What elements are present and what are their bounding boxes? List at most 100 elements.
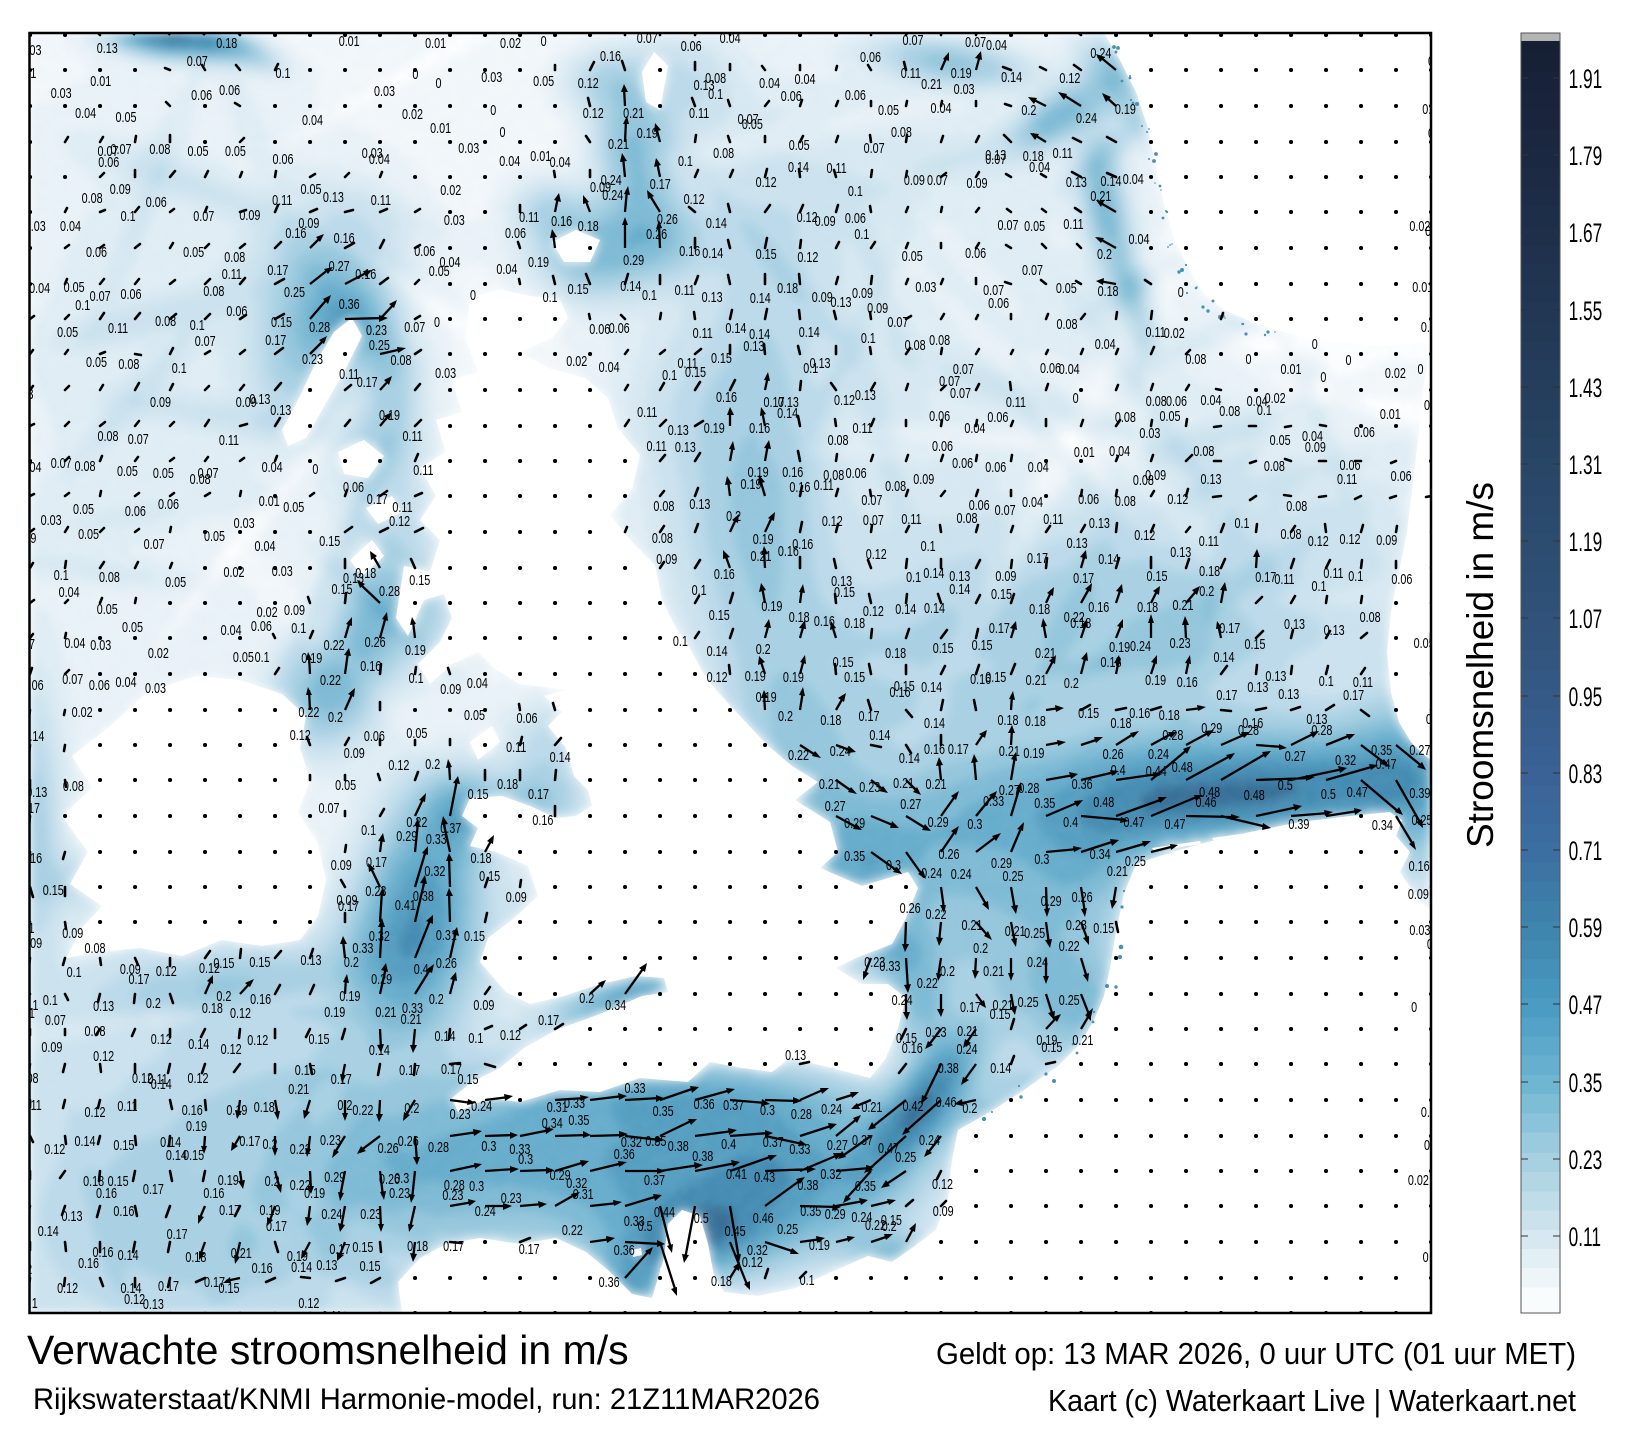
svg-text:0.09: 0.09 [337, 891, 358, 908]
svg-text:0.13: 0.13 [831, 572, 852, 589]
svg-text:0.24: 0.24 [1130, 637, 1151, 654]
svg-text:0.59: 0.59 [1569, 912, 1603, 943]
svg-text:0.15: 0.15 [183, 1146, 204, 1163]
svg-text:0.1: 0.1 [275, 64, 290, 81]
svg-text:0.09: 0.09 [812, 288, 833, 305]
svg-text:0.08: 0.08 [85, 1022, 106, 1039]
svg-text:0.1: 0.1 [75, 296, 90, 313]
svg-text:0.23: 0.23 [1569, 1144, 1603, 1175]
svg-text:0.23: 0.23 [442, 1186, 463, 1203]
svg-text:0.13: 0.13 [1247, 678, 1268, 695]
svg-text:0.08: 0.08 [823, 466, 844, 483]
svg-text:0.04: 0.04 [116, 673, 137, 690]
svg-text:0.07: 0.07 [864, 139, 885, 156]
svg-text:0.21: 0.21 [926, 775, 947, 792]
svg-text:0.2: 0.2 [1021, 101, 1036, 118]
svg-text:0.21: 0.21 [751, 547, 772, 564]
svg-text:0.18: 0.18 [407, 1237, 428, 1254]
svg-text:0.14: 0.14 [434, 1027, 455, 1044]
svg-text:0.33: 0.33 [352, 939, 373, 956]
svg-text:0.15: 0.15 [409, 571, 430, 588]
svg-text:0.18: 0.18 [216, 34, 237, 51]
svg-text:0.07: 0.07 [128, 430, 149, 447]
svg-text:0.08: 0.08 [828, 431, 849, 448]
svg-text:0.46: 0.46 [753, 1209, 774, 1226]
svg-text:0.07: 0.07 [953, 360, 974, 377]
svg-text:0.42: 0.42 [902, 1097, 923, 1114]
svg-text:0.06: 0.06 [609, 319, 630, 336]
svg-text:0.41: 0.41 [726, 1165, 747, 1182]
svg-text:0.1: 0.1 [673, 632, 688, 649]
svg-text:0.21: 0.21 [1090, 187, 1111, 204]
svg-text:0: 0 [1245, 350, 1251, 367]
svg-text:0.13: 0.13 [1089, 514, 1110, 531]
svg-text:0.27: 0.27 [329, 257, 350, 274]
svg-text:0.01: 0.01 [1425, 222, 1446, 239]
svg-text:0: 0 [1178, 283, 1184, 300]
svg-text:0.08: 0.08 [99, 568, 120, 585]
svg-text:0.01: 0.01 [530, 147, 551, 164]
svg-text:0.16: 0.16 [600, 47, 621, 64]
svg-text:0.21: 0.21 [623, 104, 644, 121]
svg-text:0.03: 0.03 [234, 514, 255, 531]
svg-text:1.19: 1.19 [1569, 526, 1603, 557]
svg-text:0.01: 0.01 [259, 492, 280, 509]
svg-text:0.02: 0.02 [257, 603, 278, 620]
svg-text:0.07: 0.07 [995, 501, 1016, 518]
svg-text:0.11: 0.11 [852, 419, 872, 436]
svg-text:0.26: 0.26 [398, 1132, 419, 1149]
svg-text:0.34: 0.34 [605, 996, 626, 1013]
svg-text:0.05: 0.05 [533, 72, 554, 89]
svg-text:0.15: 0.15 [218, 1279, 239, 1296]
svg-text:0.32: 0.32 [566, 1174, 587, 1191]
svg-text:0.18: 0.18 [1111, 714, 1132, 731]
svg-text:0.06: 0.06 [98, 153, 119, 170]
svg-text:0.15: 0.15 [834, 583, 855, 600]
svg-text:0.08: 0.08 [1115, 492, 1136, 509]
svg-text:0.15: 0.15 [360, 1257, 381, 1274]
svg-text:0.03: 0.03 [1139, 424, 1160, 441]
svg-text:0.08: 0.08 [98, 427, 119, 444]
svg-text:0.15: 0.15 [308, 1030, 329, 1047]
svg-text:0.03: 0.03 [20, 41, 41, 58]
svg-text:0.07: 0.07 [98, 142, 119, 159]
svg-text:0.33: 0.33 [564, 1094, 585, 1111]
svg-text:0.06: 0.06 [846, 464, 867, 481]
svg-text:0.17: 0.17 [948, 740, 969, 757]
svg-text:0.15: 0.15 [844, 668, 865, 685]
svg-text:0.04: 0.04 [59, 583, 80, 600]
svg-text:0.06: 0.06 [226, 302, 247, 319]
svg-text:0.22: 0.22 [865, 1216, 886, 1233]
svg-text:0.08: 0.08 [203, 282, 224, 299]
svg-text:0.13: 0.13 [62, 1207, 83, 1224]
svg-text:0.22: 0.22 [298, 703, 319, 720]
svg-text:0.18: 0.18 [1100, 653, 1121, 670]
svg-text:0.14: 0.14 [707, 642, 728, 659]
svg-text:0.09: 0.09 [815, 212, 836, 229]
svg-text:0.12: 0.12 [1134, 526, 1155, 543]
svg-text:0.1: 0.1 [291, 619, 306, 636]
svg-text:0.22: 0.22 [320, 671, 341, 688]
svg-text:0.07: 0.07 [404, 318, 425, 335]
svg-text:0.13: 0.13 [316, 1256, 337, 1273]
svg-text:0.38: 0.38 [668, 1137, 689, 1154]
svg-text:0.22: 0.22 [917, 974, 938, 991]
svg-text:0.01: 0.01 [339, 32, 360, 49]
svg-text:0.39: 0.39 [1288, 815, 1309, 832]
svg-text:0.18: 0.18 [885, 644, 906, 661]
svg-text:0.03: 0.03 [1428, 52, 1449, 69]
svg-text:0.15: 0.15 [972, 636, 993, 653]
svg-text:0.15: 0.15 [990, 1005, 1011, 1022]
svg-text:0.16: 0.16 [902, 1039, 923, 1056]
svg-text:0.06: 0.06 [125, 502, 146, 519]
svg-text:0.35: 0.35 [1569, 1067, 1603, 1098]
svg-text:0.36: 0.36 [599, 1273, 620, 1290]
svg-text:0.15: 0.15 [881, 1211, 902, 1228]
svg-text:0.18: 0.18 [578, 217, 599, 234]
svg-text:0.07: 0.07 [985, 150, 1006, 167]
svg-text:0.13: 0.13 [949, 567, 970, 584]
svg-text:0.12: 0.12 [578, 74, 599, 91]
svg-text:0.13: 0.13 [1201, 470, 1222, 487]
svg-text:0.08: 0.08 [63, 777, 84, 794]
svg-text:0.07: 0.07 [51, 454, 72, 471]
